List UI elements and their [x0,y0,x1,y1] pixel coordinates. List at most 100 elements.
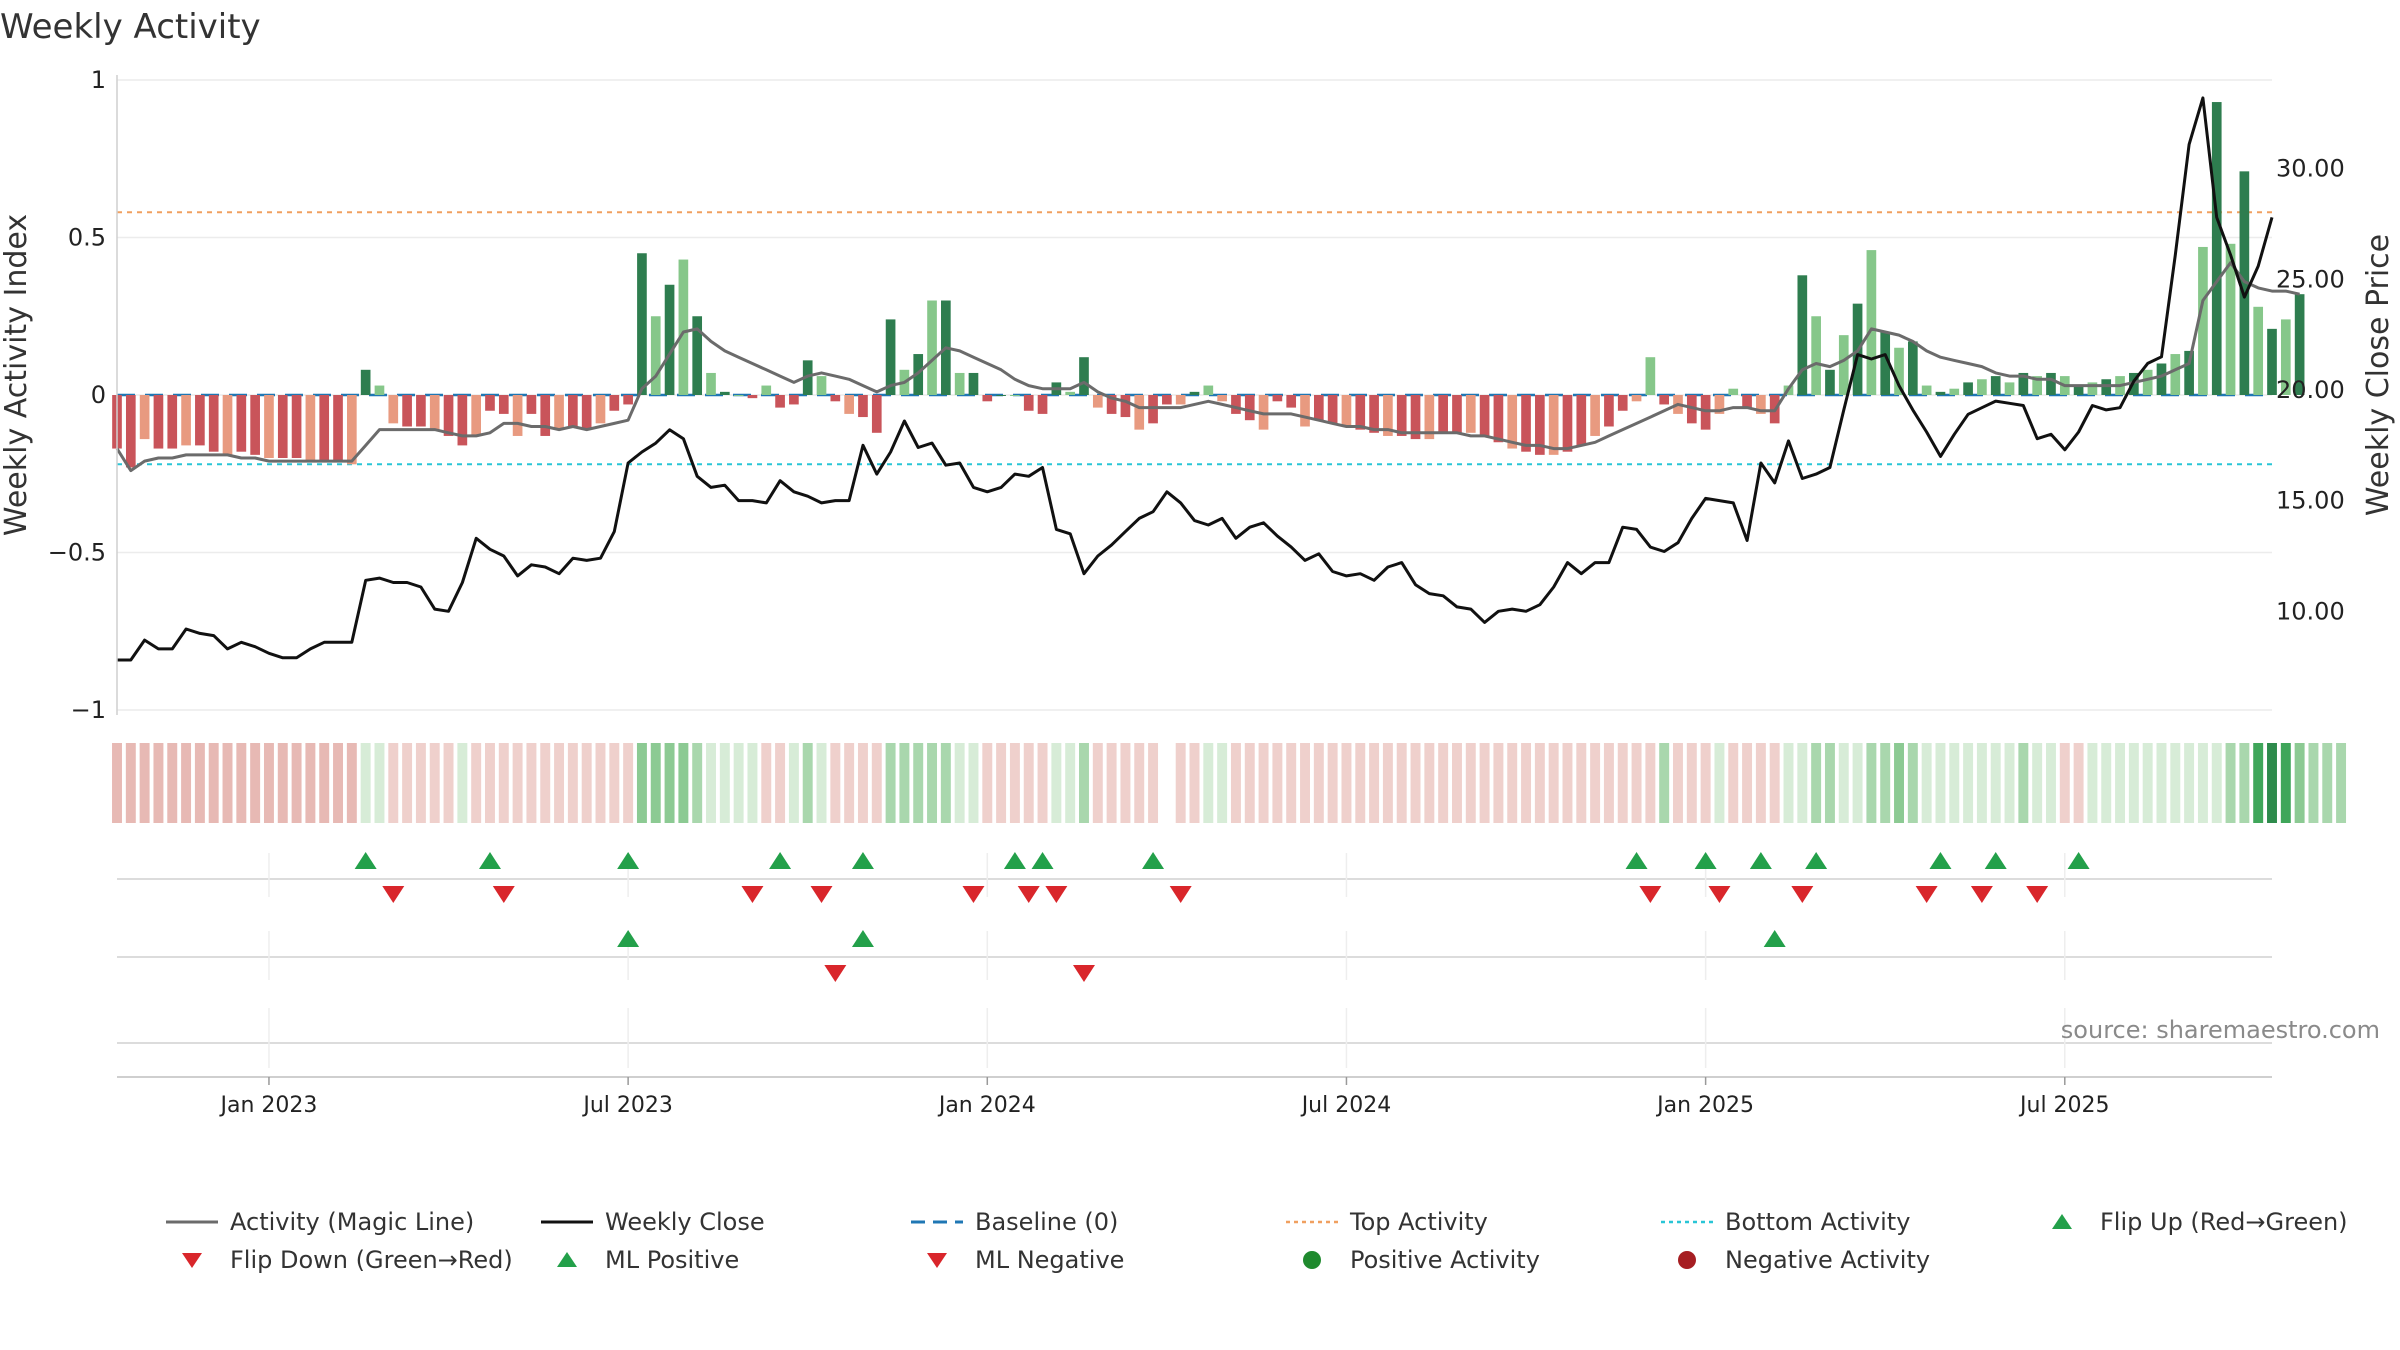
activity-bar [650,316,661,395]
heat-strip-cell [1493,743,1504,823]
heat-strip-cell [982,743,993,823]
heat-strip-cell [208,743,219,823]
activity-bar [1907,341,1918,395]
source-note: source: sharemaestro.com [2061,1016,2380,1044]
heat-strip-cell [595,743,606,823]
legend-symbol-mlpos [557,1252,577,1267]
heat-strip-cell [1451,743,1462,823]
activity-bar [1659,395,1670,405]
y2-tick-label: 10.00 [2276,597,2345,625]
heat-strip-cell [1686,743,1697,823]
heat-strip-cell [609,743,620,823]
heat-strip-cell [1797,743,1808,823]
activity-bar [816,376,827,395]
heat-strip-cell [1728,743,1739,823]
activity-bar [1838,335,1849,395]
activity-bar [1300,395,1310,427]
heat-strip-cell [581,743,592,823]
legend-symbol-magic [166,1220,218,1224]
heat-strip-cell [623,743,634,823]
heat-strip-cell [1769,743,1780,823]
heat-strip-cell [1272,743,1283,823]
ml-positive-marker [1763,930,1786,947]
heat-strip-cell [2087,743,2098,823]
heat-strip-cell [1244,743,1255,823]
y2-tick-label: 25.00 [2276,265,2345,293]
activity-bar [167,395,178,449]
legend-item-flipup: Flip Up (Red→Green) [2030,1208,2348,1236]
activity-bar [871,395,882,433]
heat-strip-cell [1189,743,1200,823]
flip-up-marker [1142,852,1165,869]
legend-item-baseline: Baseline (0) [905,1208,1118,1236]
x-tick-label: Jul 2023 [581,1093,673,1118]
heat-strip-cell [733,743,744,823]
heat-strip-cell [1106,743,1117,823]
activity-bar [1645,357,1656,395]
heat-strip-cell [1742,743,1753,823]
heat-strip-cell [443,743,454,823]
heat-strip-cell [940,743,951,823]
activity-bar [1079,357,1089,395]
flip-up-marker [1625,852,1648,869]
legend-label: Top Activity [1350,1208,1488,1236]
activity-bar [457,395,468,446]
y2-tick-label: 30.00 [2276,155,2345,183]
legend-symbol-top [1286,1220,1338,1224]
flip-up-marker [354,852,377,869]
activity-bar [789,395,799,405]
activity-bar [927,300,937,395]
activity-bar [2184,350,2194,395]
heat-strip-cell [181,743,192,823]
activity-bar [1134,395,1145,430]
heat-strip-cell [1631,743,1642,823]
heat-strip-cell [415,743,426,823]
heat-strip-cell [1838,743,1849,823]
axes: 1 0.5 0 −0.5 −1 30.00 25.00 20.00 15.00 10.00 [48,66,2345,724]
activity-bars [112,102,2305,468]
activity-bar [1327,395,1338,424]
heat-strip-cell [2156,743,2167,823]
activity-bar [2004,382,2015,395]
heat-strip-cell [1092,743,1103,823]
heat-strip-cell [1327,743,1338,823]
heat-strip-cell [1866,743,1877,823]
flip-down-marker [1017,886,1040,903]
heat-strip-cell [1369,743,1380,823]
heat-strip-cell [954,743,965,823]
activity-bar [1120,395,1131,418]
activity-bar [1217,395,1227,402]
activity-bar [2032,376,2042,395]
heat-strip-cell [2267,743,2277,823]
activity-bar [1686,395,1697,424]
heat-strip-cell [2322,743,2333,823]
x-tick-label: Jan 2023 [219,1093,318,1118]
y2-axis-label: Weekly Close Price [2361,234,2396,516]
y-tick-label: −1 [71,696,106,724]
heat-strip-cell [429,743,440,823]
heat-strip-cell [1963,743,1974,823]
activity-bar [1977,379,1987,395]
heat-strip-cell [1700,743,1711,823]
y2-tick-label: 20.00 [2276,376,2345,404]
legend-label: Bottom Activity [1725,1208,1911,1236]
heat-strip-cell [471,743,482,823]
activity-bar [139,395,150,440]
heat-strip-cell [1617,743,1628,823]
legend-label: Negative Activity [1725,1246,1931,1274]
heat-strip-cell [1976,743,1987,823]
heat-strip-cell [2253,743,2264,823]
heat-strip-cell [291,743,302,823]
legend-item-mlpos: ML Positive [535,1246,739,1274]
activity-bar [1811,316,1821,395]
heat-strip-cell [2032,743,2043,823]
activity-bar [1604,395,1614,427]
x-tick-label: Jul 2024 [1300,1093,1392,1118]
heat-strip-cell [250,743,261,823]
activity-bar [2253,306,2264,395]
activity-bar [1576,395,1587,446]
legend-symbol-negact [1678,1251,1696,1269]
activity-bar [609,395,620,411]
heat-strip-cell [1714,743,1725,823]
activity-bar [1272,395,1283,402]
